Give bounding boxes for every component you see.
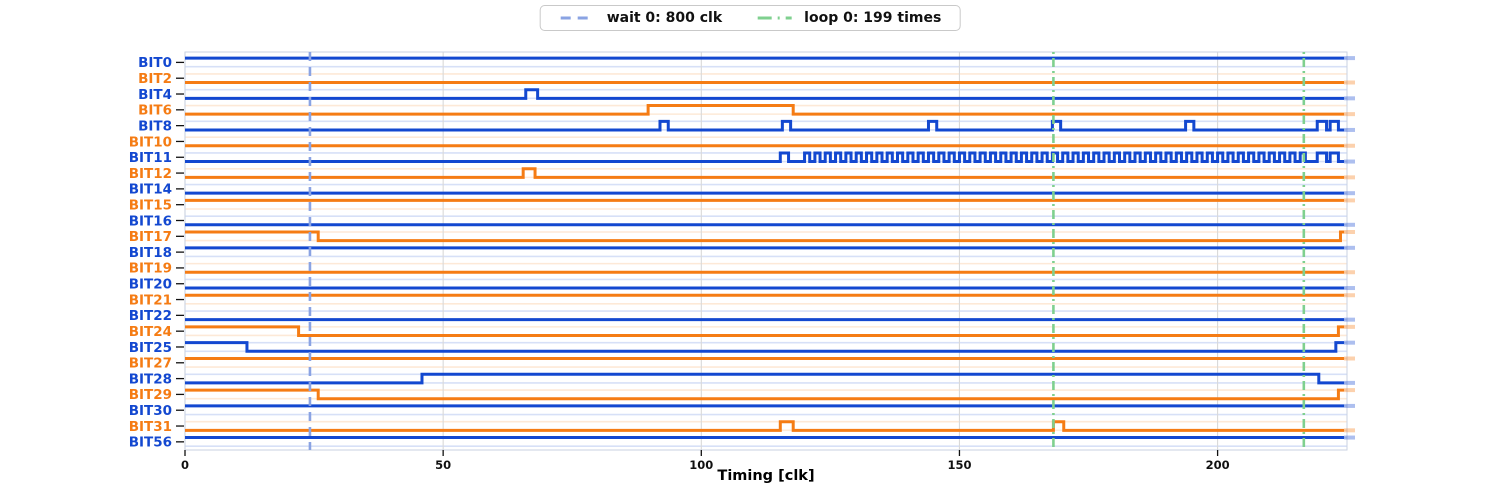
signal-label-BIT30: BIT30 (129, 403, 172, 419)
legend-label-wait: wait 0: 800 clk (606, 10, 723, 26)
signal-label-BIT29: BIT29 (129, 387, 172, 403)
loop-dashdot-line-icon (758, 16, 793, 20)
signal-wave-BIT31 (185, 420, 1345, 432)
x-tick-label: 100 (689, 458, 713, 472)
signal-label-BIT0: BIT0 (138, 55, 172, 71)
signal-wave-BIT12 (185, 167, 1345, 179)
signal-label-BIT16: BIT16 (129, 213, 172, 229)
signal-label-BIT31: BIT31 (129, 419, 172, 435)
signal-label-BIT20: BIT20 (129, 277, 172, 293)
signal-wave-BIT4 (185, 88, 1345, 100)
signal-wave-BIT8 (185, 119, 1345, 132)
signal-wave-BIT6 (185, 104, 1345, 116)
x-tick-label: 200 (1206, 458, 1230, 472)
signal-label-BIT22: BIT22 (129, 308, 172, 324)
signal-label-BIT8: BIT8 (138, 118, 172, 134)
x-axis-title: Timing [clk] (717, 468, 814, 484)
signal-label-BIT19: BIT19 (129, 261, 172, 277)
signal-label-BIT24: BIT24 (129, 324, 172, 340)
signal-label-BIT4: BIT4 (138, 87, 172, 103)
signal-wave-BIT11 (185, 151, 1345, 164)
signal-label-BIT27: BIT27 (129, 356, 172, 372)
legend-label-loop: loop 0: 199 times (804, 10, 942, 26)
x-tick-label: 0 (181, 458, 189, 472)
legend-item-wait: wait 0: 800 clk (559, 10, 722, 26)
x-tick-label: 50 (435, 458, 451, 472)
plot-border (184, 51, 1348, 451)
signal-label-BIT15: BIT15 (129, 197, 172, 213)
signal-label-BIT2: BIT2 (138, 71, 172, 87)
legend: wait 0: 800 clk loop 0: 199 times (539, 5, 961, 31)
x-tick-label: 150 (947, 458, 971, 472)
signal-label-BIT10: BIT10 (129, 134, 172, 150)
wait-dashed-line-icon (560, 16, 595, 20)
signal-wave-BIT28 (185, 372, 1345, 385)
signal-wave-BIT17 (185, 230, 1345, 243)
signal-label-BIT6: BIT6 (138, 103, 172, 119)
signal-label-BIT28: BIT28 (129, 371, 172, 387)
signal-label-BIT25: BIT25 (129, 340, 172, 356)
signal-wave-BIT25 (185, 341, 1345, 353)
signal-wave-BIT24 (185, 325, 1345, 337)
signal-label-BIT56: BIT56 (129, 435, 172, 451)
signal-wave-BIT29 (185, 388, 1345, 401)
signal-label-BIT17: BIT17 (129, 229, 172, 245)
signal-label-BIT12: BIT12 (129, 166, 172, 182)
signal-label-BIT11: BIT11 (129, 150, 172, 166)
signal-label-BIT18: BIT18 (129, 245, 172, 261)
legend-item-loop: loop 0: 199 times (756, 10, 941, 26)
signal-label-BIT14: BIT14 (129, 182, 172, 198)
signal-label-BIT21: BIT21 (129, 292, 172, 308)
